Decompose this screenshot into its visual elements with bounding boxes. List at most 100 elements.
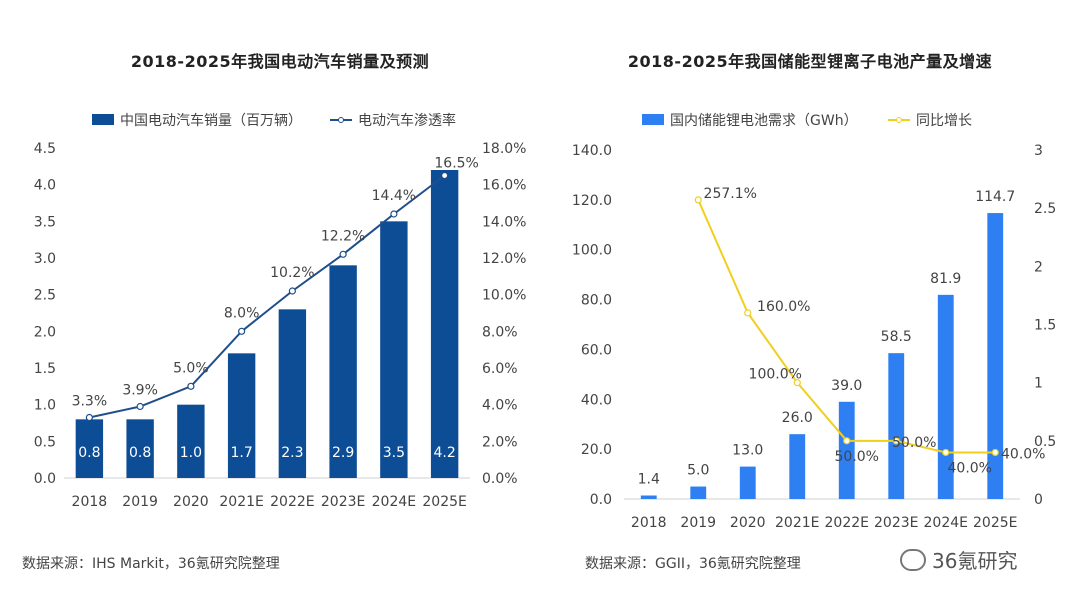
ev-x-tick: 2023E (321, 494, 365, 510)
ev-line-point (441, 171, 449, 180)
ev-line-label: 16.5% (434, 156, 478, 172)
battery-bar (888, 353, 905, 499)
battery-bar (739, 466, 756, 499)
battery-line-label: 40.0% (1001, 446, 1045, 462)
battery-line-point (892, 437, 900, 445)
battery-bar-label: 26.0 (782, 410, 813, 426)
battery-line-label: 160.0% (757, 299, 810, 315)
ev-bar (430, 170, 459, 478)
ev-line-point (85, 413, 93, 422)
battery-x-tick: 2022E (825, 515, 869, 531)
ev-x-tick: 2019 (122, 494, 158, 510)
battery-y-left-tick: 0.0 (590, 492, 612, 508)
watermark-text: 36氪研究 (932, 549, 1018, 573)
battery-x-tick: 2025E (973, 515, 1017, 531)
ev-line-point (238, 327, 246, 335)
watermark: 36氪研究 (900, 545, 1017, 574)
ev-line-label: 10.2% (270, 265, 314, 281)
battery-y-left-tick: 40.0 (581, 392, 612, 408)
ev-bar (329, 265, 357, 478)
ev-x-tick: 2021E (219, 494, 263, 510)
battery-bar-label: 5.0 (687, 463, 709, 479)
battery-bar (838, 401, 855, 499)
battery-line-label: 50.0% (835, 449, 879, 465)
ev-y-right-tick: 8.0% (482, 324, 518, 340)
battery-bar (987, 213, 1004, 499)
ev-y-right-tick: 10.0% (482, 288, 526, 304)
battery-bar-label: 58.5 (881, 329, 912, 345)
ev-legend-line-label: 电动汽车渗透率 (358, 112, 456, 129)
battery-y-right-tick: 3 (1034, 143, 1043, 159)
ev-y-right-tick: 6.0% (482, 361, 518, 377)
battery-bar-label: 114.7 (975, 189, 1015, 205)
battery-bar-label: 1.4 (638, 472, 660, 488)
battery-production-chart: 0.020.040.060.080.0100.0120.0140.000.511… (572, 113, 1056, 531)
battery-legend-bar-label: 国内储能锂电池需求（GWh） (670, 113, 858, 129)
battery-line-point (793, 379, 801, 387)
battery-y-left-tick: 120.0 (572, 193, 612, 209)
battery-bar (690, 486, 707, 499)
ev-x-tick: 2022E (270, 494, 314, 510)
ev-bar-label: 4.2 (433, 445, 455, 461)
ev-x-tick: 2024E (372, 494, 416, 510)
battery-y-right-tick: 1.5 (1034, 318, 1056, 334)
ev-y-left-tick: 0.0 (34, 471, 56, 487)
battery-x-tick: 2020 (730, 515, 766, 531)
ev-x-tick: 2020 (173, 494, 209, 510)
ev-line-point (390, 210, 398, 218)
battery-line-point (942, 448, 950, 457)
battery-legend-bar-swatch (642, 114, 664, 125)
ev-x-tick: 2025E (422, 494, 466, 510)
ev-line-label: 3.3% (72, 394, 108, 410)
battery-line-label: 50.0% (892, 435, 936, 451)
battery-bar (789, 434, 806, 499)
ev-bar (75, 419, 104, 478)
battery-line-label: 100.0% (749, 367, 802, 383)
left-chart-title: 2018-2025年我国电动汽车销量及预测 (130, 52, 430, 71)
ev-bar (278, 309, 307, 478)
ev-bar-label: 1.0 (180, 445, 202, 461)
battery-y-right-tick: 0.5 (1034, 434, 1056, 450)
ev-bar-label: 1.7 (230, 445, 252, 461)
ev-line-label: 5.0% (173, 360, 209, 376)
ev-y-left-tick: 2.5 (34, 288, 56, 304)
ev-line-label: 12.2% (321, 228, 365, 244)
ev-y-left-tick: 3.0 (34, 251, 56, 267)
ev-y-left-tick: 4.5 (34, 141, 56, 157)
ev-sales-chart: 0.0 0.5 1.0 1.5 2.0 2.5 3.0 3.5 4.0 4.5 0.0% 2.0% 4.… (34, 112, 527, 510)
battery-bar-label: 81.9 (930, 271, 961, 287)
ev-line (89, 174, 446, 419)
battery-line-point (843, 437, 851, 445)
ev-y-right-tick: 4.0% (482, 398, 518, 414)
battery-line-label: 257.1% (704, 186, 757, 202)
battery-y-left-tick: 20.0 (581, 442, 612, 458)
ev-legend-bar-label: 中国电动汽车销量（百万辆） (120, 112, 302, 129)
ev-bar (126, 419, 154, 478)
battery-bar (640, 495, 657, 499)
battery-y-right-tick: 2 (1034, 259, 1043, 275)
battery-y-right-tick: 1 (1034, 376, 1043, 392)
ev-bar-label: 0.8 (78, 445, 100, 461)
battery-y-left-tick: 140.0 (572, 143, 612, 159)
ev-y-right-tick: 18.0% (482, 141, 526, 157)
ev-y-right-tick: 12.0% (482, 251, 526, 267)
ev-y-left-tick: 3.5 (34, 214, 56, 230)
battery-x-tick: 2024E (924, 515, 968, 531)
ev-y-left-tick: 0.5 (34, 434, 56, 450)
ev-x-tick: 2018 (72, 494, 108, 510)
battery-x-tick: 2021E (775, 515, 819, 531)
ev-y-left-tick: 1.0 (34, 398, 56, 414)
ev-line-label: 8.0% (224, 305, 260, 321)
battery-bar (937, 294, 954, 499)
ev-bar (227, 353, 256, 478)
right-chart-title: 2018-2025年我国储能型锂离子电池产量及增速 (627, 52, 993, 71)
ev-line-label: 14.4% (372, 188, 416, 204)
ev-line-point (136, 402, 144, 411)
ev-y-right-tick: 14.0% (482, 214, 526, 230)
battery-y-left-tick: 60.0 (581, 342, 612, 358)
battery-line-point (694, 196, 702, 204)
ev-bar (380, 221, 408, 479)
battery-legend-line-label: 同比增长 (916, 113, 972, 129)
ev-bar-label: 0.8 (129, 445, 151, 461)
ev-y-left-tick: 4.0 (34, 178, 56, 194)
